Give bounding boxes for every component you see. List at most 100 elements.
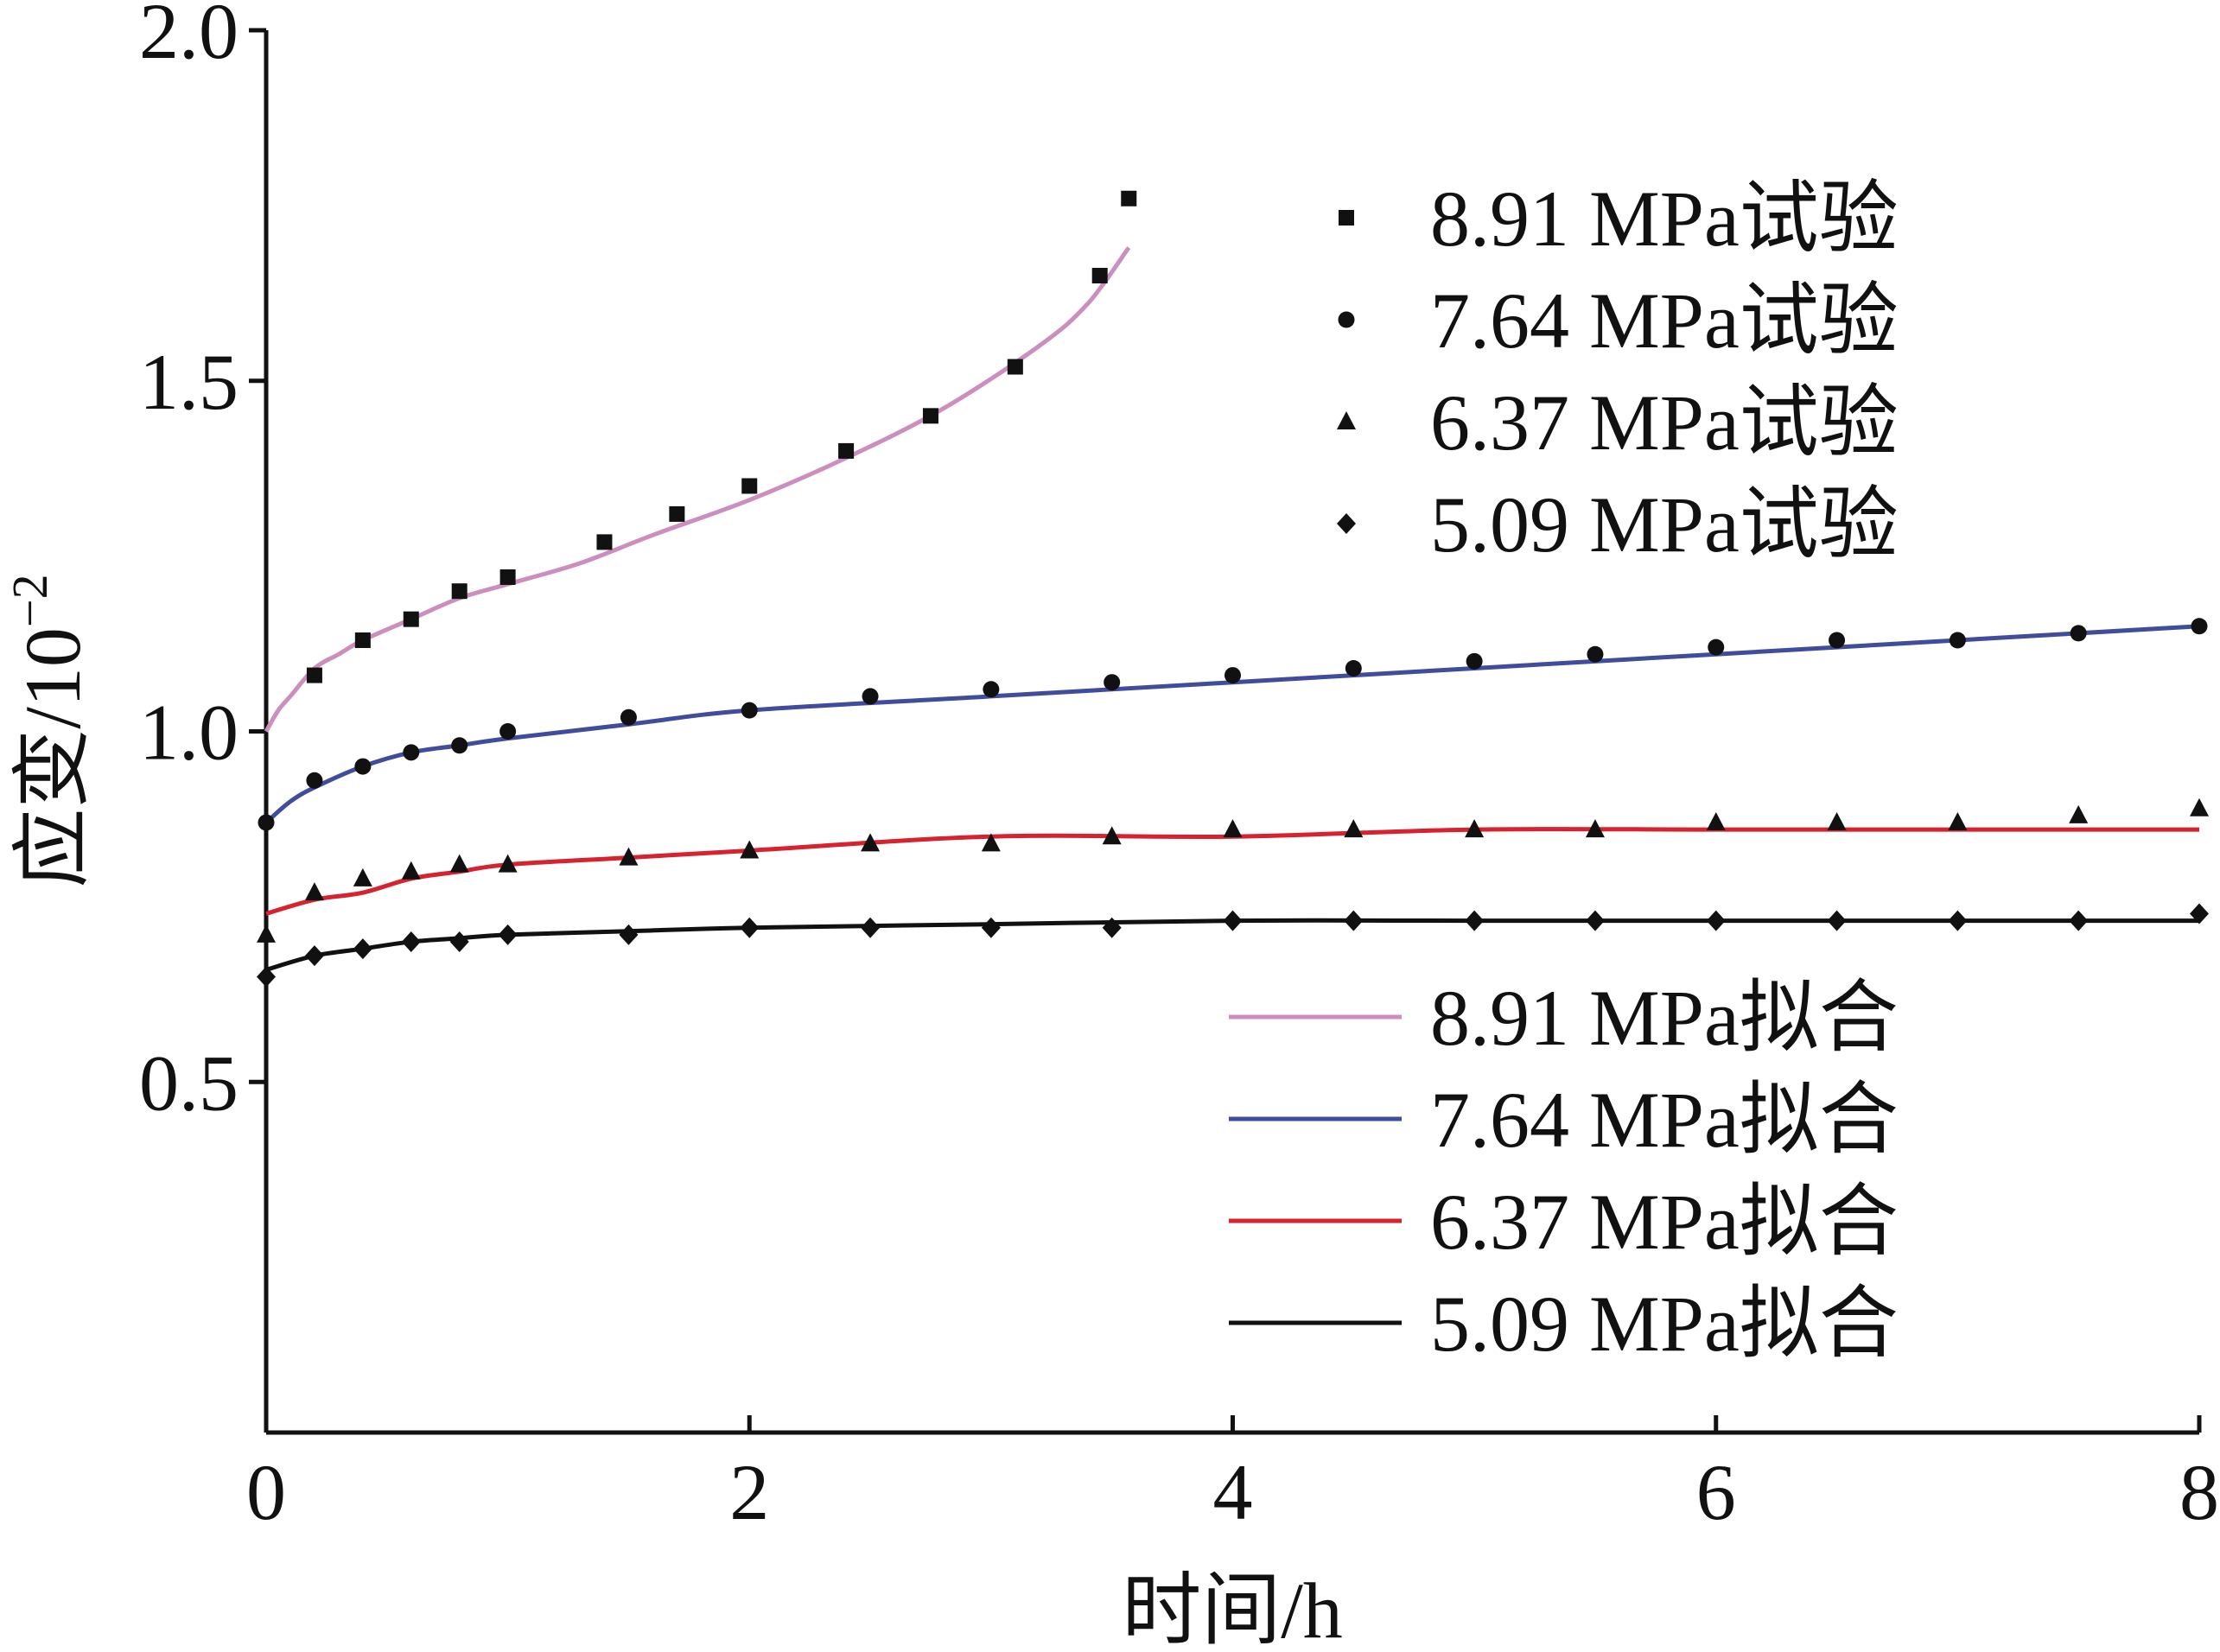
- legend-label-6_37-MPa拟合: 6.37 MPa拟合: [1430, 1178, 1899, 1266]
- point-8_91-MPa试验-3: [451, 583, 468, 600]
- legend-marker-6_37-MPa试验: [1337, 411, 1356, 429]
- legend-label-8_91-MPa拟合: 8.91 MPa拟合: [1430, 974, 1899, 1062]
- point-8_91-MPa试验-12: [1121, 190, 1137, 206]
- ticks: 0 2 4 6 8 0.5 1.0 1.5 2.0: [139, 0, 2219, 1536]
- point-5_09-MPa试验-11: [1223, 910, 1243, 931]
- x-tick-label-0: 0: [246, 1448, 286, 1536]
- point-7_64-MPa试验-14: [1587, 645, 1604, 663]
- legend-marker-8_91-MPa试验: [1339, 210, 1354, 226]
- point-7_64-MPa试验-16: [1829, 632, 1846, 649]
- fit-line-8_91-MPa拟合: [264, 246, 1131, 733]
- point-5_09-MPa试验-18: [2069, 910, 2089, 931]
- x-tick-label-1: 2: [729, 1448, 769, 1536]
- point-8_91-MPa试验-9: [922, 408, 938, 424]
- point-5_09-MPa试验-2: [353, 938, 372, 960]
- point-6_37-MPa试验-0: [257, 924, 276, 943]
- series-6_37-MPa试验: [257, 797, 2209, 943]
- point-7_64-MPa试验-5: [499, 723, 517, 740]
- fit-lines: [264, 246, 2200, 972]
- point-5_09-MPa试验-16: [1827, 910, 1847, 931]
- point-7_64-MPa试验-10: [1104, 674, 1121, 691]
- point-6_37-MPa试验-17: [1948, 811, 1968, 830]
- point-8_91-MPa试验-8: [838, 442, 855, 459]
- point-8_91-MPa试验-1: [354, 632, 371, 649]
- y-tick-label-0: 0.5: [139, 1039, 239, 1127]
- markers: [257, 190, 2209, 988]
- point-7_64-MPa试验-9: [983, 681, 1000, 698]
- point-7_64-MPa试验-8: [862, 688, 879, 705]
- y-axis-title-exponent: −2: [2, 574, 58, 627]
- y-tick-label-1: 1.0: [139, 689, 239, 777]
- point-5_09-MPa试验-4: [449, 931, 469, 952]
- series-8_91-MPa试验: [306, 190, 1137, 683]
- point-5_09-MPa试验-14: [1585, 910, 1605, 931]
- point-8_91-MPa试验-7: [741, 478, 758, 494]
- y-tick-label-3: 2.0: [139, 0, 239, 75]
- legend-label-5_09-MPa拟合: 5.09 MPa拟合: [1430, 1280, 1899, 1368]
- point-7_64-MPa试验-0: [258, 814, 275, 831]
- point-7_64-MPa试验-19: [2191, 618, 2208, 635]
- point-6_37-MPa试验-1: [304, 882, 324, 901]
- point-5_09-MPa试验-5: [498, 924, 518, 945]
- point-6_37-MPa试验-13: [1465, 819, 1485, 838]
- point-8_91-MPa试验-4: [499, 569, 516, 585]
- point-6_37-MPa试验-12: [1344, 819, 1364, 838]
- y-axis-title: 应变/10−2: [2, 574, 97, 887]
- fit-line-6_37-MPa拟合: [265, 827, 2199, 916]
- point-8_91-MPa试验-6: [669, 505, 685, 522]
- legend-label-7_64-MPa拟合: 7.64 MPa拟合: [1430, 1076, 1899, 1164]
- axis-titles: 时间/h 应变/10−2: [2, 574, 1343, 1652]
- legend-label-6_37-MPa试验: 6.37 MPa试验: [1430, 378, 1899, 467]
- series-7_64-MPa试验: [258, 618, 2208, 831]
- point-8_91-MPa试验-2: [403, 611, 419, 627]
- point-5_09-MPa试验-13: [1465, 910, 1485, 931]
- point-6_37-MPa试验-19: [2190, 797, 2209, 816]
- point-6_37-MPa试验-8: [861, 833, 881, 852]
- point-7_64-MPa试验-2: [354, 758, 372, 775]
- point-5_09-MPa试验-10: [1102, 917, 1122, 938]
- point-7_64-MPa试验-6: [620, 708, 637, 726]
- point-6_37-MPa试验-14: [1585, 819, 1605, 838]
- x-tick-label-2: 4: [1213, 1448, 1253, 1536]
- legend: 8.91 MPa试验 7.64 MPa试验 6.37 MPa试验 5.09 MPa试验…: [1229, 175, 1899, 1368]
- point-5_09-MPa试验-9: [981, 917, 1001, 938]
- x-tick-label-3: 6: [1696, 1448, 1736, 1536]
- point-6_37-MPa试验-7: [740, 840, 760, 859]
- point-5_09-MPa试验-1: [304, 945, 324, 967]
- point-6_37-MPa试验-15: [1706, 811, 1726, 830]
- point-5_09-MPa试验-17: [1948, 910, 1968, 931]
- series-5_09-MPa试验: [257, 903, 2209, 988]
- point-6_37-MPa试验-16: [1827, 811, 1847, 830]
- fit-line-7_64-MPa拟合: [264, 624, 2200, 824]
- point-5_09-MPa试验-6: [619, 924, 639, 945]
- y-axis-title-base: 应变/10: [9, 627, 97, 888]
- point-7_64-MPa试验-7: [741, 702, 758, 719]
- y-tick-label-2: 1.5: [139, 338, 239, 426]
- point-7_64-MPa试验-11: [1224, 667, 1241, 684]
- point-5_09-MPa试验-3: [401, 931, 421, 952]
- point-6_37-MPa试验-9: [981, 833, 1001, 852]
- point-5_09-MPa试验-8: [861, 917, 881, 938]
- point-7_64-MPa试验-13: [1466, 652, 1483, 670]
- point-8_91-MPa试验-5: [596, 534, 613, 550]
- point-7_64-MPa试验-15: [1708, 639, 1725, 656]
- point-7_64-MPa试验-17: [1949, 632, 1966, 649]
- point-8_91-MPa试验-10: [1007, 359, 1023, 375]
- legend-label-5_09-MPa试验: 5.09 MPa试验: [1430, 480, 1899, 569]
- point-8_91-MPa试验-0: [306, 667, 322, 683]
- x-axis-title: 时间/h: [1122, 1566, 1343, 1652]
- point-6_37-MPa试验-10: [1102, 826, 1122, 845]
- point-7_64-MPa试验-12: [1345, 659, 1362, 677]
- point-7_64-MPa试验-1: [306, 772, 323, 789]
- point-5_09-MPa试验-0: [257, 966, 276, 988]
- legend-label-8_91-MPa试验: 8.91 MPa试验: [1430, 175, 1899, 263]
- legend-marker-7_64-MPa试验: [1338, 311, 1355, 328]
- point-6_37-MPa试验-4: [449, 854, 469, 873]
- point-5_09-MPa试验-12: [1344, 910, 1364, 931]
- legend-label-7_64-MPa试验: 7.64 MPa试验: [1430, 276, 1899, 365]
- point-6_37-MPa试验-11: [1223, 819, 1243, 838]
- point-5_09-MPa试验-15: [1706, 910, 1726, 931]
- point-7_64-MPa试验-3: [403, 744, 420, 761]
- point-6_37-MPa试验-5: [498, 854, 518, 873]
